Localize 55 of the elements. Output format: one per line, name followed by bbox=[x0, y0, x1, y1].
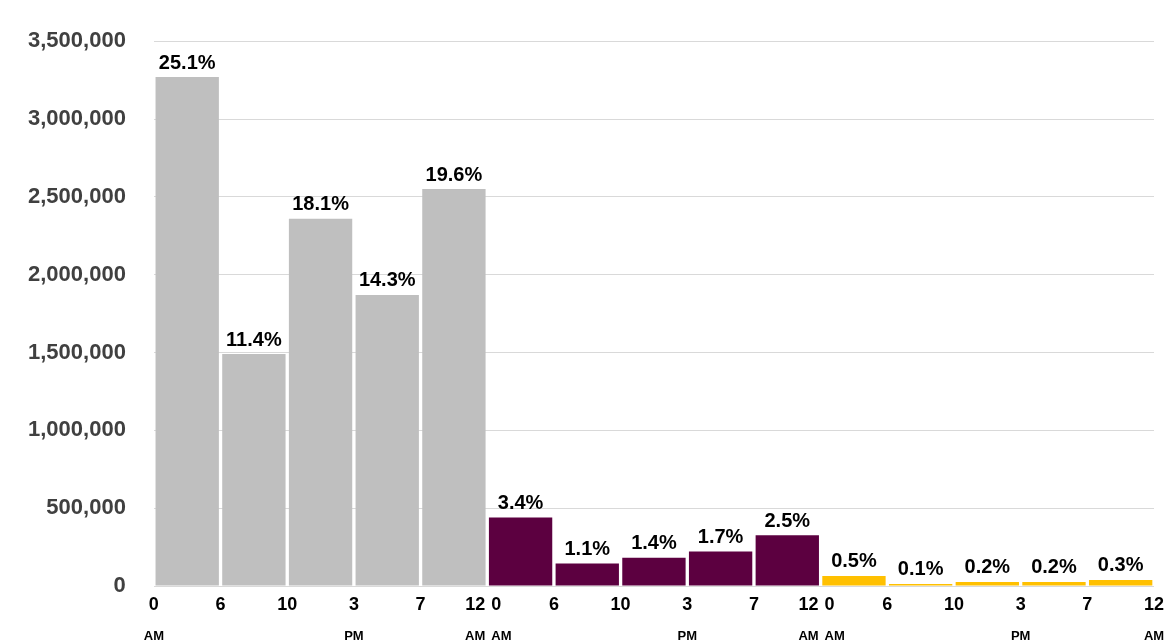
text: 7 bbox=[748, 593, 759, 614]
annotation: 25.1% bbox=[158, 50, 216, 73]
y-tick-label: 3,500,000 bbox=[28, 27, 126, 53]
annotation: 1.4% bbox=[631, 531, 677, 554]
bar bbox=[955, 581, 1019, 586]
text: 10 bbox=[610, 593, 631, 614]
bar bbox=[1022, 581, 1086, 586]
text: 0 AM bbox=[143, 593, 164, 644]
annotation: 0.3% bbox=[1097, 553, 1144, 576]
bar bbox=[1088, 579, 1153, 586]
bar bbox=[555, 563, 619, 586]
bar bbox=[288, 218, 353, 586]
text: 0 AM bbox=[491, 593, 512, 644]
y-tick-label: 3,000,000 bbox=[28, 105, 126, 131]
y-tick-label: 0 bbox=[113, 572, 126, 598]
annotation: 3.4% bbox=[497, 491, 544, 514]
annotation: 2.5% bbox=[764, 508, 811, 531]
bar bbox=[755, 535, 819, 586]
text: 6 bbox=[215, 593, 226, 614]
annotation: 19.6% bbox=[425, 162, 483, 185]
text: 7 bbox=[1082, 593, 1093, 614]
bar bbox=[822, 575, 886, 586]
y-tick-label: 2,500,000 bbox=[28, 182, 126, 208]
text: 3 PM bbox=[344, 593, 364, 644]
bar bbox=[155, 77, 219, 586]
text: 12 AM bbox=[465, 593, 486, 644]
annotation: 14.3% bbox=[358, 268, 416, 291]
text: 12 AM bbox=[798, 593, 819, 644]
annotation: 1.7% bbox=[697, 524, 744, 547]
annotation: 0.2% bbox=[964, 555, 1011, 578]
annotation: 0.1% bbox=[897, 557, 944, 580]
text: 10 bbox=[277, 593, 298, 614]
text: 10 bbox=[943, 593, 964, 614]
annotation: 1.1% bbox=[564, 536, 611, 559]
text: 6 bbox=[548, 593, 559, 614]
y-tick-label: 500,000 bbox=[46, 494, 126, 520]
y-tick-label: 2,000,000 bbox=[28, 260, 126, 286]
y-tick-label: 1,500,000 bbox=[28, 338, 126, 364]
text: 6 bbox=[882, 593, 893, 614]
annotation: 0.2% bbox=[1031, 555, 1077, 578]
text: 7 bbox=[415, 593, 426, 614]
text: 3 PM bbox=[677, 593, 698, 644]
bar bbox=[422, 189, 486, 586]
text: 0 AM bbox=[824, 593, 845, 644]
bar bbox=[222, 354, 286, 586]
bar bbox=[622, 557, 686, 586]
bar bbox=[355, 294, 419, 586]
text: 12 AM bbox=[1143, 593, 1165, 644]
annotation: 18.1% bbox=[292, 192, 350, 215]
annotation: 0.5% bbox=[831, 549, 877, 572]
text: 3 PM bbox=[1010, 593, 1031, 644]
bar bbox=[488, 517, 553, 586]
bar bbox=[688, 551, 753, 586]
annotation: 11.4% bbox=[226, 327, 282, 350]
y-tick-label: 1,000,000 bbox=[28, 416, 126, 442]
